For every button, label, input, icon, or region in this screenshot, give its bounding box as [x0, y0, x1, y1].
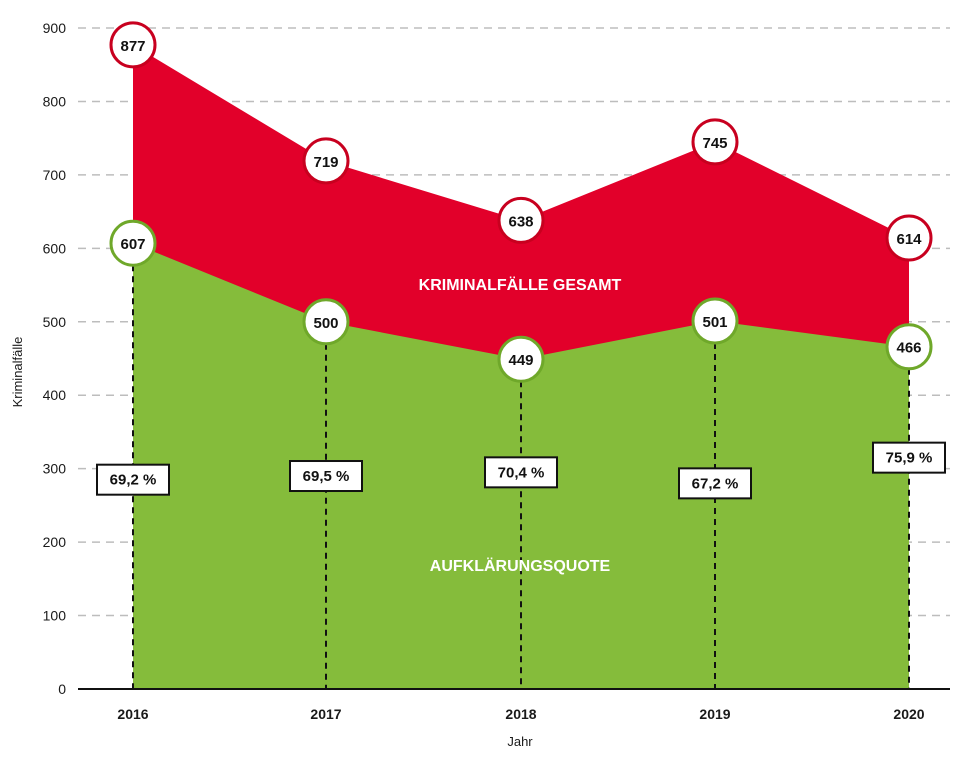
percent-label: 69,2 % [110, 472, 157, 489]
total-marker-circle [497, 196, 545, 244]
total-marker-label: 719 [313, 154, 338, 171]
percent-box [484, 456, 558, 489]
percent-label: 67,2 % [692, 475, 739, 492]
percent-labels: 69,2 % 69,5 % 70,4 % 67,2 % 75,9 % [96, 441, 946, 500]
clearance-marker-label: 449 [508, 352, 533, 369]
clearance-marker-label: 466 [896, 340, 921, 357]
percent-label: 70,4 % [498, 464, 545, 481]
series-label-clearance: AUFKLÄRUNGSQUOTE [430, 557, 611, 575]
y-tick-label: 400 [43, 387, 67, 403]
percent-box [289, 460, 363, 493]
total-marker-circle [302, 137, 350, 185]
total-marker-circle [109, 21, 157, 69]
series-label-total: KRIMINALFÄLLE GESAMT [419, 276, 622, 294]
total-marker-label: 877 [120, 38, 145, 55]
y-tick-label: 700 [43, 167, 67, 183]
clearance-marker-label: 500 [313, 315, 338, 332]
x-tick-label: 2020 [893, 706, 924, 722]
percent-box [678, 467, 752, 500]
y-tick-label: 0 [58, 681, 66, 697]
x-tick-label: 2017 [310, 706, 341, 722]
y-tick-label: 100 [43, 608, 67, 624]
y-tick-label: 900 [43, 20, 67, 36]
y-tick-labels: 0 100 200 300 400 500 600 700 800 900 [43, 20, 67, 697]
y-tick-label: 800 [43, 93, 67, 109]
x-axis-label: Jahr [507, 734, 533, 749]
x-tick-label: 2016 [117, 706, 148, 722]
x-tick-label: 2019 [699, 706, 730, 722]
y-axis-label: Kriminalfälle [10, 337, 25, 408]
clearance-marker-label: 501 [702, 314, 727, 331]
percent-label: 69,5 % [303, 468, 350, 485]
total-marker-circle [691, 118, 739, 166]
total-marker-label: 614 [896, 231, 922, 248]
x-tick-label: 2018 [505, 706, 536, 722]
area-labels: KRIMINALFÄLLE GESAMT AUFKLÄRUNGSQUOTE [419, 276, 622, 575]
y-tick-label: 200 [43, 534, 67, 550]
clearance-marker-circle [691, 297, 739, 345]
y-tick-label: 300 [43, 461, 67, 477]
percent-label: 75,9 % [886, 450, 933, 467]
x-tick-labels: 2016 2017 2018 2019 2020 [117, 706, 924, 722]
clearance-marker-circle [109, 219, 157, 267]
clearance-marker-circle [497, 335, 545, 383]
percent-box [96, 463, 170, 496]
y-tick-label: 500 [43, 314, 67, 330]
clearance-marker-label: 607 [120, 236, 145, 253]
total-marker-circle [885, 214, 933, 262]
percent-box [872, 441, 946, 474]
clearance-marker-circle [885, 323, 933, 371]
total-marker-label: 745 [702, 135, 727, 152]
value-markers: 877 719 638 745 614 607 500 449 501 466 [109, 21, 933, 383]
y-tick-label: 600 [43, 240, 67, 256]
total-marker-label: 638 [508, 213, 533, 230]
clearance-marker-circle [302, 298, 350, 346]
